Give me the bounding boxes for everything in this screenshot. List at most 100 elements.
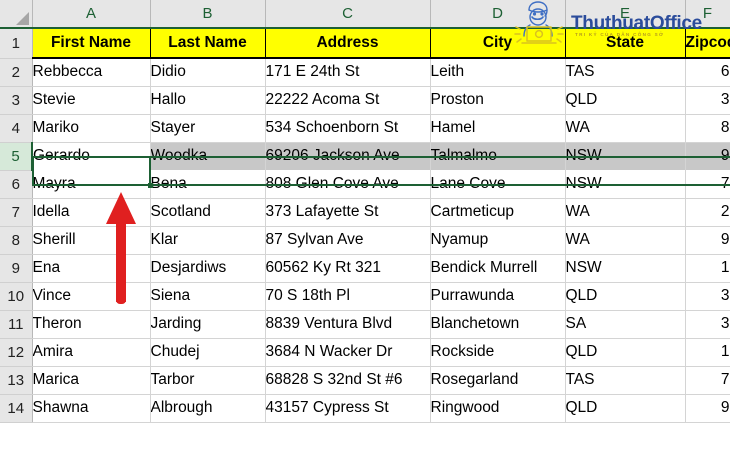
header-cell-last-name[interactable]: Last Name	[150, 28, 266, 59]
cell-state[interactable]: QLD	[565, 394, 686, 423]
cell-city[interactable]: Rosegarland	[430, 366, 566, 395]
cell-zipcode[interactable]: 3	[685, 310, 730, 339]
cell-zipcode[interactable]: 2	[685, 198, 730, 227]
row-header-13[interactable]: 13	[0, 366, 33, 395]
cell-state[interactable]: QLD	[565, 282, 686, 311]
cell-address[interactable]: 87 Sylvan Ave	[265, 226, 431, 255]
header-cell-first-name[interactable]: First Name	[32, 28, 151, 59]
header-cell-city[interactable]: City	[430, 28, 566, 59]
cell-city[interactable]: Proston	[430, 86, 566, 115]
cell-city[interactable]: Hamel	[430, 114, 566, 143]
cell-address[interactable]: 373 Lafayette St	[265, 198, 431, 227]
table-row[interactable]: 7 Idella Scotland 373 Lafayette St Cartm…	[0, 198, 730, 227]
column-header-c[interactable]: C	[265, 0, 431, 29]
table-row-selected[interactable]: 5 Gerardo Woodka 69206 Jackson Ave Talma…	[0, 142, 730, 171]
row-header-14[interactable]: 14	[0, 394, 33, 423]
cell-first-name[interactable]: Sherill	[32, 226, 151, 255]
cell-last-name[interactable]: Tarbor	[150, 366, 266, 395]
row-header-11[interactable]: 11	[0, 310, 33, 339]
cell-address[interactable]: 70 S 18th Pl	[265, 282, 431, 311]
cell-state[interactable]: NSW	[565, 170, 686, 199]
table-row[interactable]: 11 Theron Jarding 8839 Ventura Blvd Blan…	[0, 310, 730, 339]
cell-last-name[interactable]: Scotland	[150, 198, 266, 227]
row-header-10[interactable]: 10	[0, 282, 33, 311]
cell-state[interactable]: WA	[565, 114, 686, 143]
cell-zipcode[interactable]: 8	[685, 114, 730, 143]
cell-state[interactable]: SA	[565, 310, 686, 339]
column-header-a[interactable]: A	[32, 0, 151, 29]
cell-zipcode[interactable]: 1	[685, 254, 730, 283]
cell-city[interactable]: Purrawunda	[430, 282, 566, 311]
cell-state[interactable]: WA	[565, 198, 686, 227]
cell-last-name[interactable]: Siena	[150, 282, 266, 311]
cell-state[interactable]: TAS	[565, 366, 686, 395]
column-header-b[interactable]: B	[150, 0, 266, 29]
cell-first-name[interactable]: Mariko	[32, 114, 151, 143]
cell-city[interactable]: Blanchetown	[430, 310, 566, 339]
cell-first-name[interactable]: Rebbecca	[32, 58, 151, 87]
cell-address[interactable]: 534 Schoenborn St	[265, 114, 431, 143]
select-all-corner[interactable]	[0, 0, 33, 29]
cell-city[interactable]: Ringwood	[430, 394, 566, 423]
cell-first-name[interactable]: Stevie	[32, 86, 151, 115]
row-header-8[interactable]: 8	[0, 226, 33, 255]
cell-city[interactable]: Rockside	[430, 338, 566, 367]
row-header-5[interactable]: 5	[0, 142, 33, 171]
cell-address[interactable]: 22222 Acoma St	[265, 86, 431, 115]
cell-address[interactable]: 8839 Ventura Blvd	[265, 310, 431, 339]
cell-first-name[interactable]: Theron	[32, 310, 151, 339]
row-header-12[interactable]: 12	[0, 338, 33, 367]
cell-state[interactable]: QLD	[565, 86, 686, 115]
cell-last-name[interactable]: Didio	[150, 58, 266, 87]
cell-first-name[interactable]: Idella	[32, 198, 151, 227]
cell-first-name[interactable]: Vince	[32, 282, 151, 311]
cell-zipcode[interactable]: 6	[685, 58, 730, 87]
table-row[interactable]: 14 Shawna Albrough 43157 Cypress St Ring…	[0, 394, 730, 423]
table-row[interactable]: 6 Mayra Bena 808 Glen Cove Ave Lane Cove…	[0, 170, 730, 199]
worksheet-grid[interactable]: A B C D E F 1 First Name Last Name Addre…	[0, 0, 730, 423]
cell-city[interactable]: Leith	[430, 58, 566, 87]
cell-city[interactable]: Cartmeticup	[430, 198, 566, 227]
cell-last-name[interactable]: Albrough	[150, 394, 266, 423]
row-header-7[interactable]: 7	[0, 198, 33, 227]
cell-zipcode[interactable]: 1	[685, 338, 730, 367]
cell-state[interactable]: TAS	[565, 58, 686, 87]
cell-city[interactable]: Bendick Murrell	[430, 254, 566, 283]
cell-address[interactable]: 3684 N Wacker Dr	[265, 338, 431, 367]
cell-state[interactable]: NSW	[565, 254, 686, 283]
table-row[interactable]: 13 Marica Tarbor 68828 S 32nd St #6 Rose…	[0, 366, 730, 395]
cell-last-name[interactable]: Chudej	[150, 338, 266, 367]
cell-state[interactable]: NSW	[565, 142, 686, 170]
cell-zipcode[interactable]: 7	[685, 170, 730, 199]
cell-address[interactable]: 68828 S 32nd St #6	[265, 366, 431, 395]
cell-first-name[interactable]: Shawna	[32, 394, 151, 423]
cell-address[interactable]: 60562 Ky Rt 321	[265, 254, 431, 283]
column-header-row[interactable]: A B C D E F	[0, 0, 730, 29]
cell-zipcode[interactable]: 7	[685, 366, 730, 395]
table-row[interactable]: 9 Ena Desjardiws 60562 Ky Rt 321 Bendick…	[0, 254, 730, 283]
cell-state[interactable]: QLD	[565, 338, 686, 367]
cell-zipcode[interactable]: 3	[685, 86, 730, 115]
row-header-9[interactable]: 9	[0, 254, 33, 283]
header-cell-address[interactable]: Address	[265, 28, 431, 59]
header-cell-zipcode[interactable]: Zipcode	[685, 28, 730, 59]
cell-city[interactable]: Lane Cove	[430, 170, 566, 199]
cell-zipcode[interactable]: 9	[685, 226, 730, 255]
cell-zipcode[interactable]: 9	[685, 394, 730, 423]
cell-last-name[interactable]: Klar	[150, 226, 266, 255]
cell-address[interactable]: 171 E 24th St	[265, 58, 431, 87]
table-row[interactable]: 10 Vince Siena 70 S 18th Pl Purrawunda Q…	[0, 282, 730, 311]
cell-last-name[interactable]: Stayer	[150, 114, 266, 143]
cell-first-name[interactable]: Marica	[32, 366, 151, 395]
table-row[interactable]: 4 Mariko Stayer 534 Schoenborn St Hamel …	[0, 114, 730, 143]
cell-city[interactable]: Nyamup	[430, 226, 566, 255]
row-header-3[interactable]: 3	[0, 86, 33, 115]
cell-zipcode[interactable]: 9	[685, 142, 730, 170]
cell-last-name[interactable]: Desjardiws	[150, 254, 266, 283]
table-row[interactable]: 3 Stevie Hallo 22222 Acoma St Proston QL…	[0, 86, 730, 115]
row-header-4[interactable]: 4	[0, 114, 33, 143]
table-row[interactable]: 12 Amira Chudej 3684 N Wacker Dr Rocksid…	[0, 338, 730, 367]
cell-city[interactable]: Talmalmo	[430, 142, 566, 170]
cell-last-name[interactable]: Bena	[150, 170, 266, 199]
cell-first-name[interactable]: Mayra	[32, 170, 151, 199]
